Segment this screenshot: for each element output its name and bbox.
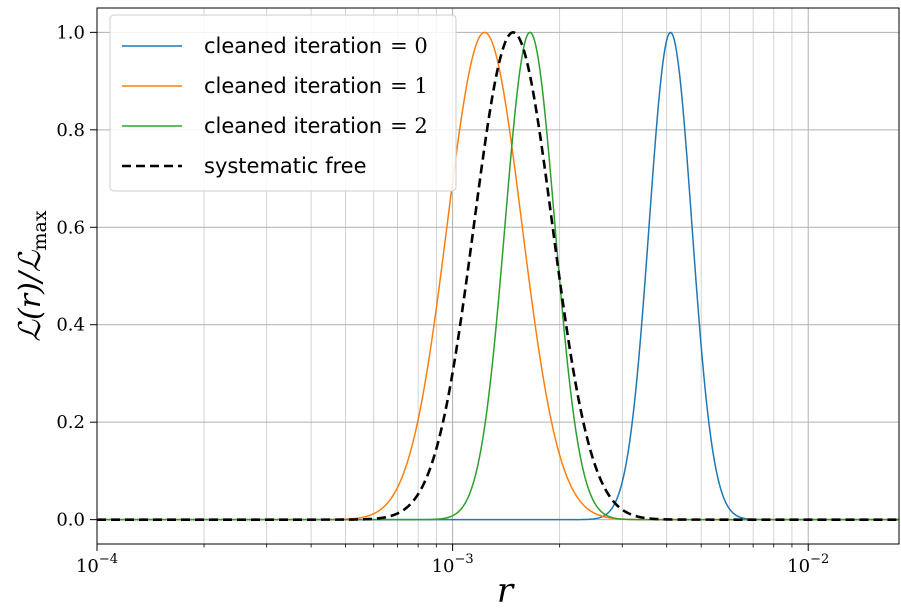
- legend-label-math: = 1: [390, 74, 428, 98]
- y-axis-label-main: ℒ(r)/ℒ: [13, 249, 48, 341]
- legend-label: systematic free: [204, 154, 366, 178]
- y-tick-label: 0.2: [56, 412, 85, 433]
- legend-label-text: cleaned iteration: [204, 74, 382, 98]
- legend-label-math: = 2: [390, 114, 428, 138]
- x-tick-exponent: −3: [454, 552, 473, 567]
- x-tick-label: 10−3: [432, 552, 474, 577]
- legend-label-math: = 0: [390, 34, 428, 58]
- legend-label-text: cleaned iteration: [204, 114, 382, 138]
- x-tick-exponent: −2: [810, 552, 829, 567]
- x-tick-label: 10−4: [76, 552, 118, 577]
- x-tick-labels: 10−4 10−3 10−2: [76, 552, 829, 577]
- axis-ticks: [90, 31, 809, 551]
- series-line-systematic-free: [97, 31, 899, 521]
- legend-label: cleaned iteration = 1: [204, 74, 428, 98]
- legend-label: cleaned iteration = 2: [204, 114, 428, 138]
- legend: cleaned iteration = 0 cleaned iteration = 1…: [109, 14, 457, 192]
- x-tick-label: 10−2: [787, 552, 829, 577]
- y-tick-label: 0.6: [56, 217, 85, 238]
- svg-text:ℒ(r)/ℒmax: ℒ(r)/ℒmax: [13, 210, 51, 341]
- y-tick-label: 1.0: [56, 22, 85, 43]
- x-tick-exponent: −4: [99, 552, 118, 567]
- y-tick-label: 0.8: [56, 120, 85, 141]
- y-tick-label: 0.4: [56, 315, 85, 336]
- y-axis-label: ℒ(r)/ℒmax: [13, 210, 51, 341]
- legend-label-text: systematic free: [204, 154, 366, 178]
- y-axis-label-sub: max: [29, 210, 51, 250]
- series-layer: [97, 31, 899, 521]
- x-tick-base: 10: [787, 556, 810, 577]
- legend-label: cleaned iteration = 0: [204, 34, 428, 58]
- y-tick-label: 0.0: [56, 510, 85, 531]
- legend-box: [109, 14, 457, 192]
- x-tick-base: 10: [432, 556, 455, 577]
- x-axis-label: r: [497, 571, 515, 608]
- x-tick-base: 10: [76, 556, 99, 577]
- plot-frame: [96, 7, 900, 545]
- legend-label-text: cleaned iteration: [204, 34, 382, 58]
- y-tick-labels: 0.0 0.2 0.4 0.6 0.8 1.0: [56, 22, 85, 530]
